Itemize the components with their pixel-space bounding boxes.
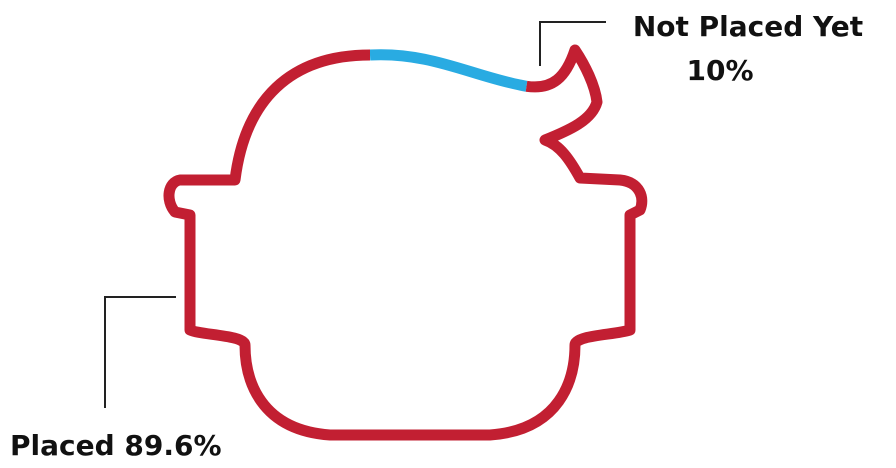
leader-line [539,21,606,66]
value-label: 89.6% [124,429,221,462]
category-label: Not Placed Yet [633,10,863,43]
outline-segment [163,44,648,441]
value-label: 10% [686,54,753,87]
category-value-label: Placed 89.6% [10,429,222,462]
category-label: Placed [10,429,115,462]
leader-line [104,296,176,408]
